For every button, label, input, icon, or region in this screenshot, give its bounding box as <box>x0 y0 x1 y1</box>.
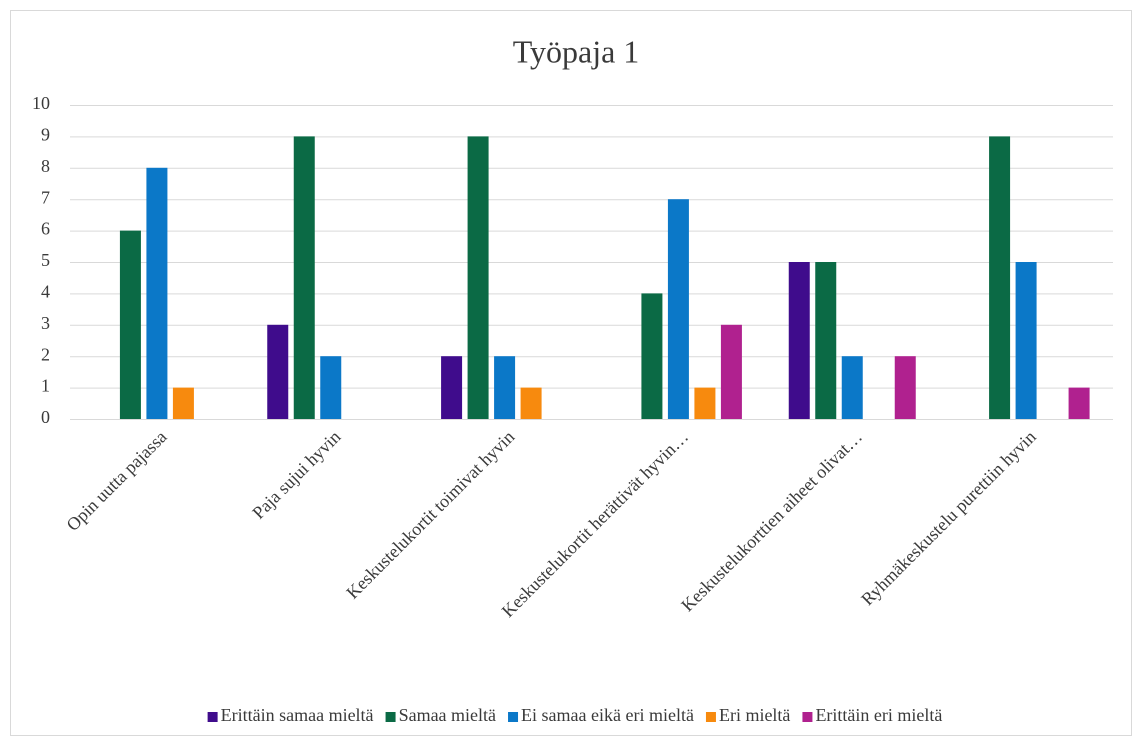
bar <box>467 136 489 419</box>
chart-title: Työpaja 1 <box>513 33 640 69</box>
bar <box>1068 387 1090 419</box>
bar <box>172 387 194 419</box>
legend-marker <box>705 712 716 722</box>
bar <box>267 324 289 419</box>
bar <box>667 199 689 419</box>
legend-marker <box>207 712 218 722</box>
legend-marker <box>508 712 519 722</box>
y-tick-label: 7 <box>41 187 50 207</box>
legend-marker <box>802 712 813 722</box>
legend-marker <box>385 712 396 722</box>
legend-label: Samaa mieltä <box>399 705 496 725</box>
bar <box>894 356 916 419</box>
y-tick-label: 6 <box>41 219 50 239</box>
y-tick-label: 3 <box>41 313 50 333</box>
bar <box>641 293 663 419</box>
legend: Erittäin samaa mieltä Samaa mieltä Ei sama… <box>207 705 942 725</box>
bar <box>119 230 141 419</box>
bar <box>841 356 863 419</box>
bar <box>520 387 542 419</box>
legend-label: Erittäin samaa mieltä <box>221 705 374 725</box>
y-tick-label: 10 <box>32 93 50 113</box>
y-tick-label: 2 <box>41 344 50 364</box>
y-tick-label: 1 <box>41 376 50 396</box>
chart-border <box>10 10 1132 736</box>
bar <box>441 356 463 419</box>
bar <box>494 356 516 419</box>
bar <box>788 262 810 419</box>
bar <box>989 136 1011 419</box>
bar <box>815 262 837 419</box>
legend-label: Eri mieltä <box>719 705 790 725</box>
legend-label: Erittäin eri mieltä <box>815 705 942 725</box>
y-tick-label: 9 <box>41 125 50 145</box>
legend-label: Ei samaa eikä eri mieltä <box>521 705 694 725</box>
bar <box>293 136 315 419</box>
bar <box>320 356 342 419</box>
y-tick-label: 0 <box>41 407 50 427</box>
y-tick-label: 5 <box>41 250 50 270</box>
y-tick-label: 4 <box>41 282 50 302</box>
bar <box>146 167 168 419</box>
bar <box>720 324 742 419</box>
y-tick-label: 8 <box>41 156 50 176</box>
bar <box>694 387 716 419</box>
bar <box>1015 262 1037 419</box>
